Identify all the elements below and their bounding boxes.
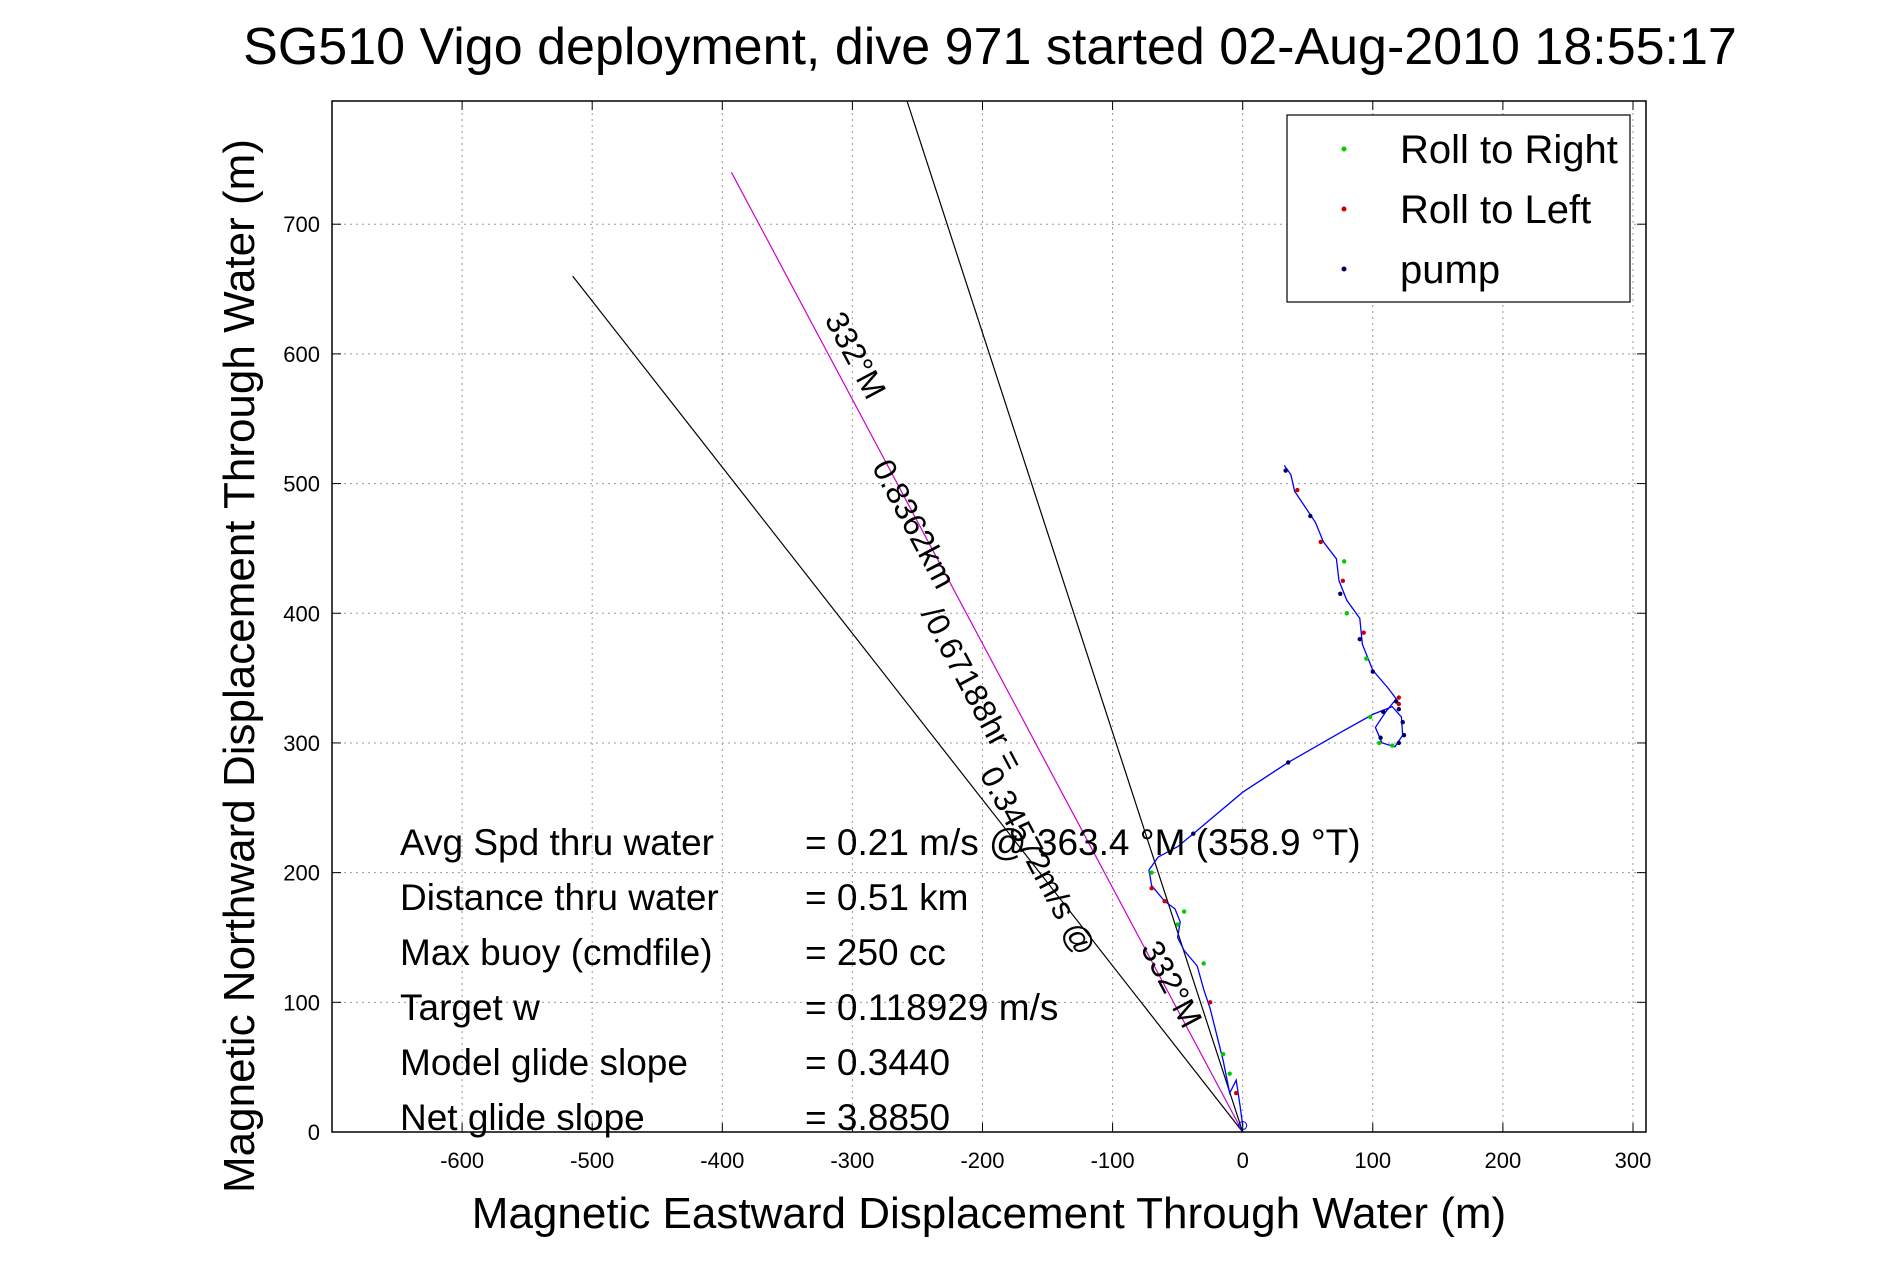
marker-roll-right: [1175, 922, 1180, 927]
heading-annotation: /0.67188hr =: [914, 600, 1031, 776]
stat-value: = 250 cc: [805, 932, 946, 973]
marker-pump: [1381, 709, 1386, 715]
marker-pump: [1396, 707, 1402, 712]
x-tick-label: -300: [830, 1148, 874, 1173]
marker-roll-left: [1340, 578, 1346, 584]
marker-roll-right: [1341, 559, 1347, 564]
marker-roll-right: [1181, 909, 1187, 914]
marker-roll-left: [1233, 1090, 1239, 1096]
y-tick-label: 100: [283, 990, 320, 1015]
y-tick-label: 400: [283, 601, 320, 626]
marker-roll-left: [1361, 630, 1366, 635]
y-tick-label: 300: [283, 731, 320, 756]
stat-label: Model glide slope: [400, 1042, 688, 1083]
stat-value: = 0.51 km: [805, 877, 969, 918]
track-line: [1148, 465, 1404, 1126]
y-axis-label: Magnetic Northward Displacement Through …: [215, 139, 264, 1193]
marker-pump: [1283, 468, 1288, 473]
y-tick-label: 500: [283, 472, 320, 497]
stat-label: Target w: [400, 987, 540, 1028]
stat-value: = 3.8850: [805, 1097, 950, 1138]
plot-area-frame: [331, 100, 1647, 1133]
y-ticks: 0 100 200 300 400 500 600 700: [283, 212, 1646, 1145]
reference-lines: [572, 100, 1244, 1133]
x-tick-label: 100: [1354, 1148, 1391, 1173]
legend-label: pump: [1400, 248, 1500, 292]
legend-marker: [1341, 206, 1347, 212]
chart-title: SG510 Vigo deployment, dive 971 started …: [243, 18, 1737, 76]
legend-marker: [1341, 146, 1347, 152]
y-tick-label: 700: [283, 212, 320, 237]
marker-pump: [1396, 740, 1402, 746]
heading-line-right: [906, 100, 1244, 1133]
x-tick-label: -500: [570, 1148, 614, 1173]
marker-roll-right: [1390, 743, 1395, 748]
heading-line-left: [572, 275, 1244, 1133]
marker-roll-left: [1396, 695, 1402, 700]
marker-roll-right: [1149, 870, 1154, 875]
marker-roll-right: [1220, 1051, 1226, 1057]
marker-roll-left: [1149, 885, 1154, 891]
stat-label: Max buoy (cmdfile): [400, 932, 713, 973]
x-tick-label: 200: [1485, 1148, 1522, 1173]
marker-roll-right: [1364, 656, 1369, 661]
stat-value: = 0.3440: [805, 1042, 950, 1083]
stat-label: Net glide slope: [400, 1097, 645, 1138]
marker-roll-left: [1318, 539, 1323, 545]
x-tick-label: -200: [960, 1148, 1004, 1173]
stats-block: Avg Spd thru water = 0.21 m/s @ 363.4 °M …: [400, 822, 1361, 1138]
x-tick-label: -100: [1091, 1148, 1135, 1173]
stat-label: Distance thru water: [400, 877, 719, 918]
marker-pump: [1401, 732, 1407, 738]
grid: [332, 101, 1646, 1133]
y-tick-label: 0: [308, 1120, 320, 1145]
heading-line-center: [730, 172, 1244, 1133]
marker-pump: [1378, 735, 1383, 740]
x-ticks: -600 -500 -400 -300 -200 -100 0 100 200 300: [440, 101, 1651, 1173]
legend-marker: [1341, 266, 1347, 272]
x-tick-label: 0: [1237, 1148, 1249, 1173]
stat-value: = 0.21 m/s @ 363.4 °M (358.9 °T): [805, 822, 1361, 863]
marker-roll-right: [1201, 961, 1206, 966]
marker-pump: [1338, 591, 1343, 597]
legend-label: Roll to Left: [1400, 188, 1591, 232]
markers: [1149, 468, 1407, 1096]
marker-pump: [1286, 760, 1291, 765]
marker-pump: [1357, 636, 1362, 642]
x-tick-label: -600: [440, 1148, 484, 1173]
stat-value: = 0.118929 m/s: [805, 987, 1058, 1028]
x-axis-label: Magnetic Eastward Displacement Through W…: [472, 1189, 1506, 1238]
marker-roll-right: [1227, 1071, 1232, 1076]
annotations: 332°M0.8362km/0.67188hr =0.34572m/s @332…: [818, 306, 1209, 1034]
marker-roll-right: [1344, 611, 1349, 616]
marker-roll-left: [1207, 1000, 1213, 1005]
marker-pump: [1191, 831, 1196, 836]
x-tick-label: -400: [700, 1148, 744, 1173]
marker-pump: [1370, 669, 1375, 674]
marker-pump: [1400, 719, 1405, 725]
marker-roll-right: [1377, 740, 1382, 746]
heading-annotation: 0.8362km: [865, 453, 963, 594]
track: [1148, 465, 1404, 1131]
stat-label: Avg Spd thru water: [400, 822, 714, 863]
marker-roll-left: [1295, 487, 1300, 493]
legend-label: Roll to Right: [1400, 128, 1618, 172]
heading-annotation: 332°M: [1134, 935, 1209, 1034]
y-tick-label: 200: [283, 861, 320, 886]
x-tick-label: 300: [1615, 1148, 1652, 1173]
y-tick-label: 600: [283, 342, 320, 367]
marker-roll-right: [1367, 714, 1373, 720]
marker-pump: [1308, 513, 1313, 519]
legend: Roll to Right Roll to Left pump: [1286, 114, 1631, 303]
marker-roll-left: [1162, 898, 1167, 904]
marker-pump: [1394, 699, 1399, 704]
